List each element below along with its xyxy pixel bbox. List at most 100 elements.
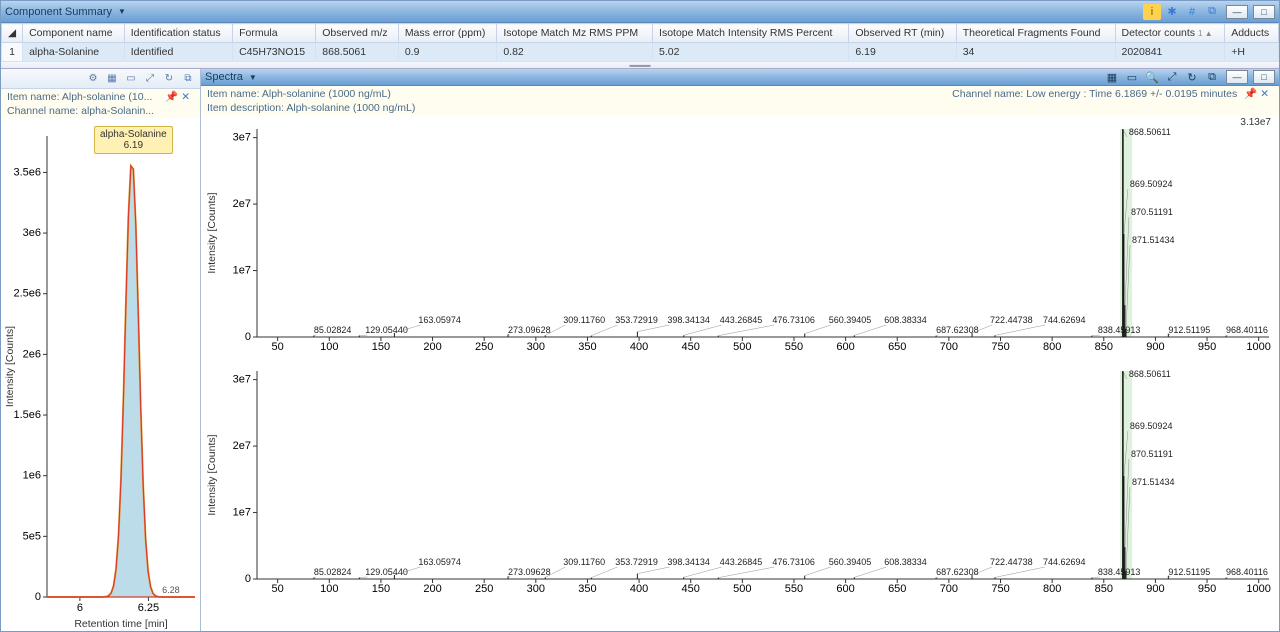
col-header[interactable]: Mass error (ppm)	[398, 24, 497, 43]
col-header[interactable]: ◢	[2, 24, 23, 43]
spectra-tool-2[interactable]: ▭	[1123, 69, 1141, 85]
component-summary-title[interactable]: Component Summary ▼	[5, 6, 126, 18]
svg-text:870.51191: 870.51191	[1131, 449, 1173, 459]
asterisk-icon[interactable]: ✱	[1163, 4, 1181, 20]
cell: 0.9	[398, 43, 497, 62]
svg-text:476.73106: 476.73106	[772, 315, 815, 325]
spectra-tool-4[interactable]: ⤢	[1163, 69, 1181, 85]
col-header[interactable]: Observed m/z	[316, 24, 399, 43]
svg-text:5e5: 5e5	[23, 530, 41, 542]
svg-text:129.05440: 129.05440	[365, 325, 408, 335]
cell: +H	[1225, 43, 1279, 62]
col-header[interactable]: Adducts	[1225, 24, 1279, 43]
col-header[interactable]: Detector counts1 ▲	[1115, 24, 1225, 43]
chrom-tool-3[interactable]: ▭	[123, 71, 139, 87]
svg-text:50: 50	[272, 583, 284, 595]
spectra-title[interactable]: Spectra ▼	[205, 71, 257, 83]
svg-text:722.44738: 722.44738	[990, 315, 1033, 325]
svg-text:1e7: 1e7	[233, 507, 251, 519]
svg-text:850: 850	[1095, 583, 1113, 595]
svg-text:722.44738: 722.44738	[990, 557, 1033, 567]
svg-text:398.34134: 398.34134	[667, 315, 710, 325]
svg-text:650: 650	[888, 341, 906, 353]
cell: 1	[2, 43, 23, 62]
svg-text:750: 750	[991, 341, 1009, 353]
svg-text:600: 600	[836, 341, 854, 353]
col-header[interactable]: Isotope Match Mz RMS PPM	[497, 24, 653, 43]
col-header[interactable]: Formula	[233, 24, 316, 43]
pin-icon[interactable]: 📌 ✕	[1240, 88, 1273, 100]
component-summary-titlebar: Component Summary ▼ i ✱ # ⧉ — □	[1, 1, 1279, 23]
svg-text:550: 550	[785, 583, 803, 595]
info-icon[interactable]: i	[1143, 4, 1161, 20]
svg-text:100: 100	[320, 341, 338, 353]
col-header[interactable]: Theoretical Fragments Found	[956, 24, 1115, 43]
chrom-tool-4[interactable]: ⤢	[142, 71, 158, 87]
hash-icon[interactable]: #	[1183, 4, 1201, 20]
col-header[interactable]: Identification status	[124, 24, 232, 43]
cell: C45H73NO15	[233, 43, 316, 62]
col-header[interactable]: Observed RT (min)	[849, 24, 956, 43]
svg-text:1000: 1000	[1246, 583, 1270, 595]
dropdown-icon: ▼	[118, 7, 126, 16]
chrom-tool-6[interactable]: ⧉	[180, 71, 196, 87]
chrom-tool-2[interactable]: ▦	[104, 71, 120, 87]
svg-text:2e6: 2e6	[23, 348, 41, 360]
svg-text:2e7: 2e7	[233, 198, 251, 210]
spectra-tool-3[interactable]: 🔍	[1143, 69, 1161, 85]
svg-text:744.62694: 744.62694	[1043, 557, 1086, 567]
peak-label: alpha-Solanine6.19	[94, 126, 173, 154]
pin-icon[interactable]: 📌 ✕	[161, 90, 194, 103]
spectra-tool-1[interactable]: ▦	[1103, 69, 1121, 85]
svg-text:2e7: 2e7	[233, 440, 251, 452]
title-text: Component Summary	[5, 6, 112, 18]
svg-text:744.62694: 744.62694	[1043, 315, 1086, 325]
svg-text:0: 0	[245, 573, 251, 585]
chrom-tool-5[interactable]: ↻	[161, 71, 177, 87]
svg-text:950: 950	[1198, 583, 1216, 595]
svg-text:273.09628: 273.09628	[508, 567, 551, 577]
svg-text:1000: 1000	[1246, 341, 1270, 353]
cell: 2020841	[1115, 43, 1225, 62]
cell: 868.5061	[316, 43, 399, 62]
svg-text:163.05974: 163.05974	[418, 315, 461, 325]
extra-rt-label: 6.28	[162, 585, 180, 595]
low-energy-chart[interactable]: 3.13e7 01e72e73e750100150200250300350400…	[201, 115, 1279, 631]
svg-text:650: 650	[888, 583, 906, 595]
spectra-tool-5[interactable]: ↻	[1183, 69, 1201, 85]
copy-icon[interactable]: ⧉	[1203, 4, 1221, 20]
spectra-tool-6[interactable]: ⧉	[1203, 69, 1221, 85]
svg-text:200: 200	[423, 341, 441, 353]
minimize-button[interactable]: —	[1226, 5, 1248, 19]
dropdown-icon: ▼	[249, 73, 257, 82]
svg-text:900: 900	[1146, 583, 1164, 595]
col-header[interactable]: Component name	[23, 24, 125, 43]
svg-text:450: 450	[682, 583, 700, 595]
spectra-max-button[interactable]: □	[1253, 70, 1275, 84]
svg-text:700: 700	[940, 583, 958, 595]
svg-text:250: 250	[475, 583, 493, 595]
table-row[interactable]: 1alpha-SolanineIdentifiedC45H73NO15868.5…	[2, 43, 1279, 62]
svg-text:3.5e6: 3.5e6	[13, 166, 41, 178]
svg-text:50: 50	[272, 341, 284, 353]
cell: 6.19	[849, 43, 956, 62]
svg-text:868.50611: 868.50611	[1129, 369, 1171, 379]
svg-text:3e7: 3e7	[233, 132, 251, 144]
svg-text:869.50924: 869.50924	[1130, 179, 1173, 189]
svg-text:560.39405: 560.39405	[829, 315, 872, 325]
col-header[interactable]: Isotope Match Intensity RMS Percent	[653, 24, 849, 43]
svg-text:129.05440: 129.05440	[365, 567, 408, 577]
svg-text:500: 500	[733, 341, 751, 353]
svg-text:353.72919: 353.72919	[615, 315, 658, 325]
svg-text:Retention time [min]: Retention time [min]	[74, 618, 167, 630]
chromatogram-pane: ⚙ ▦ ▭ ⤢ ↻ ⧉ Item name: Alph-solanine (10…	[1, 69, 201, 631]
chrom-tool-1[interactable]: ⚙	[85, 71, 101, 87]
spectra-min-button[interactable]: —	[1226, 70, 1248, 84]
svg-text:850: 850	[1095, 341, 1113, 353]
svg-text:400: 400	[630, 583, 648, 595]
svg-text:300: 300	[527, 583, 545, 595]
maximize-button[interactable]: □	[1253, 5, 1275, 19]
svg-text:838.45913: 838.45913	[1098, 325, 1141, 335]
chromatogram-chart[interactable]: 05e51e61.5e62e62.5e63e63.5e666.25Intensi…	[1, 118, 200, 631]
svg-text:800: 800	[1043, 583, 1061, 595]
